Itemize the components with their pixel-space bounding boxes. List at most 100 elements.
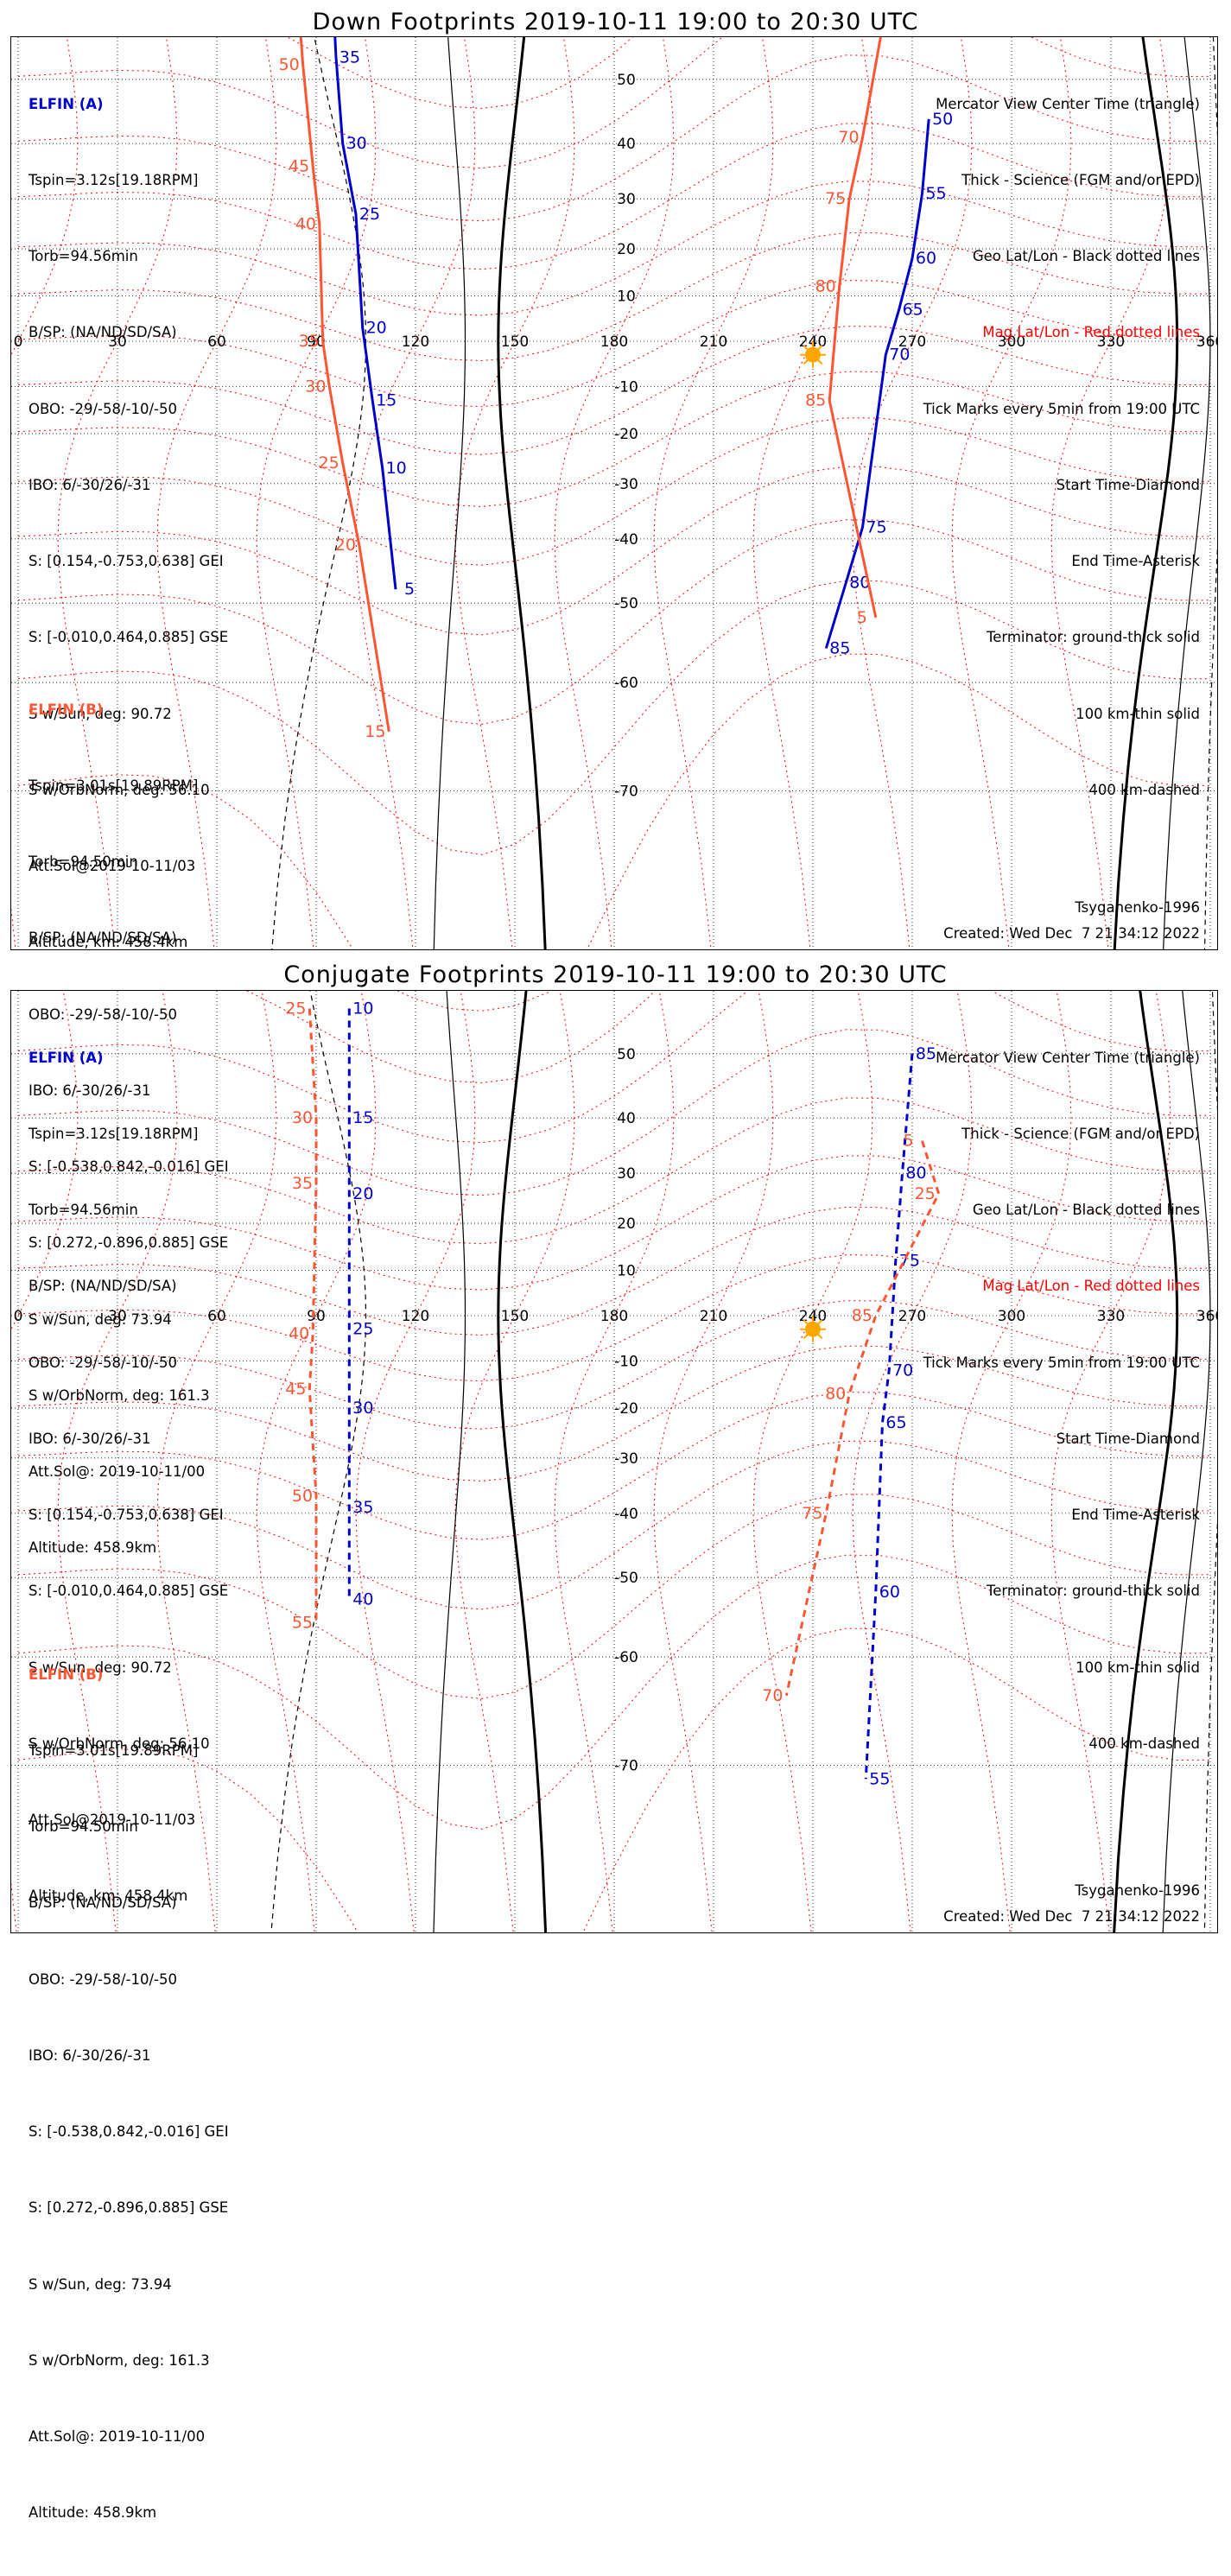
track-tick-label: 65 (885, 1413, 906, 1432)
y-tick-label: -20 (614, 426, 638, 443)
info-line: S w/OrbNorm, deg: 161.3 (29, 2351, 210, 2369)
mag-parallel (17, 1440, 1211, 1610)
info-line: S: [-0.538,0.842,-0.016] GEI (29, 2123, 229, 2141)
y-tick-label: -40 (614, 531, 638, 549)
info-line: Att.Sol@2019-10-11/03 (29, 1811, 196, 1828)
mag-meridian (653, 37, 774, 949)
sun-disk (805, 1321, 821, 1337)
info-line: Torb=94.56min (29, 248, 138, 265)
map-frame-down: 0306090120150180210240270300330360706050… (10, 36, 1218, 1556)
info-line: OBO: -29/-58/-10/-50 (29, 1970, 177, 1988)
x-tick-label: 90 (307, 1308, 326, 1325)
x-tick-label: 270 (898, 1308, 926, 1325)
track-tick-label: 35 (339, 48, 360, 67)
legend-line: Geo Lat/Lon - Black dotted lines (972, 248, 1200, 265)
mag-parallel (17, 991, 1211, 1144)
info-line: S w/OrbNorm, deg: 161.3 (29, 1386, 210, 1404)
mag-meridian (156, 37, 277, 949)
model-label: Tsyganenko-1996 (1075, 899, 1200, 916)
track-tick-label: 80 (849, 573, 870, 592)
elfin-b-title: ELFIN (B) (29, 1666, 104, 1683)
legend-line: Thick - Science (FGM and/or EPD) (961, 172, 1200, 189)
x-tick-label: 330 (1097, 333, 1125, 351)
info-line: Att.Sol@: 2019-10-11/00 (29, 2428, 206, 2445)
info-line: S w/Sun, deg: 90.72 (29, 705, 172, 722)
y-tick-label: -70 (614, 784, 638, 801)
legend-line: Terminator: ground-thick solid (986, 629, 1200, 646)
mag-meridian (355, 991, 476, 1932)
sun-ray (816, 1319, 823, 1325)
track-tick-label: 70 (838, 128, 859, 147)
terminator-100km (433, 37, 466, 949)
legend-line: Start Time-Diamond (1056, 1430, 1200, 1447)
track-tick-label: 80 (905, 1164, 926, 1183)
info-line: B/SP: (NA/ND/SD/SA) (29, 930, 177, 947)
track-tick-label: 40 (352, 1589, 373, 1608)
x-tick-label: 210 (700, 333, 727, 351)
x-tick-label: 120 (402, 333, 429, 351)
x-tick-label: 0 (14, 1308, 23, 1325)
legend-line: Tick Marks every 5min from 19:00 UTC (923, 1354, 1200, 1371)
track-tick-label: 15 (365, 722, 385, 741)
info-line: OBO: -29/-58/-10/-50 (29, 1006, 177, 1023)
elfin-a-title: ELFIN (A) (29, 1049, 104, 1066)
terminator-100km (433, 991, 466, 1932)
y-tick-label: 20 (617, 241, 636, 258)
track-tick-label: 70 (889, 346, 910, 365)
info-line: S: [0.154,-0.753,0.638] GEI (29, 1507, 224, 1524)
sun-ray (816, 1333, 823, 1340)
y-tick-label: -30 (614, 476, 638, 493)
sun-ray (803, 345, 809, 351)
info-line: B/SP: (NA/ND/SD/SA) (29, 324, 177, 341)
info-line: Tspin=3.01s[19.89RPM] (29, 1742, 199, 1760)
x-tick-label: 180 (600, 333, 628, 351)
terminator-line (497, 37, 547, 949)
info-line: OBO: -29/-58/-10/-50 (29, 400, 177, 417)
track-tick-label: 75 (825, 189, 846, 208)
footprint-track (308, 1008, 318, 1623)
info-line: B/SP: (NA/ND/SD/SA) (29, 1278, 177, 1295)
track-tick-label: 5 (857, 608, 867, 627)
track-tick-label: 20 (366, 318, 387, 337)
elfin-a-info: ELFIN (A) Tspin=3.12s[19.18RPM] Torb=94.… (29, 994, 228, 1959)
track-tick-label: 85 (805, 391, 826, 410)
track-tick-label: 10 (386, 459, 407, 478)
info-line: Att.Sol@2019-10-11/03 (29, 858, 196, 874)
info-line: S: [0.272,-0.896,0.885] GSE (29, 2199, 229, 2217)
mag-meridian (653, 991, 774, 1932)
footprint-track (299, 37, 390, 733)
legend: Mercator View Center Time (triangle) Thi… (923, 41, 1200, 853)
y-tick-label: 50 (617, 72, 636, 89)
mag-meridian (752, 37, 873, 949)
mag-meridian (852, 991, 973, 1932)
terminator-line (1113, 37, 1179, 949)
track-tick-label: 45 (289, 157, 309, 176)
info-line: S: [-0.010,0.464,0.885] GSE (29, 629, 229, 646)
track-tick-label: 15 (376, 391, 397, 410)
mag-meridian (852, 37, 973, 949)
track-tick-label: 50 (279, 55, 300, 74)
x-tick-label: 60 (207, 1308, 226, 1325)
x-tick-label: 0 (14, 333, 23, 351)
x-tick-label: 120 (402, 1308, 429, 1325)
mag-meridian (454, 991, 575, 1932)
geo-grid (11, 991, 1217, 1932)
info-line: S w/Sun, deg: 73.94 (29, 2275, 172, 2293)
track-tick-label: 20 (335, 536, 356, 555)
track-tick-label: 50 (292, 1487, 313, 1506)
mag-meridian (1050, 37, 1171, 949)
info-line: IBO: 6/-30/26/-31 (29, 1430, 151, 1447)
y-tick-label: -40 (614, 1506, 638, 1523)
y-tick-label: -10 (614, 379, 638, 397)
info-line: B/SP: (NA/ND/SD/SA) (29, 1894, 177, 1912)
track-tick-label: 40 (289, 1324, 309, 1343)
x-tick-label: 150 (501, 333, 529, 351)
sun-ray (803, 358, 809, 365)
y-tick-label: 30 (617, 1165, 636, 1183)
legend-line: 400 km-dashed (1088, 781, 1200, 798)
created-label: Created: Wed Dec 7 21:34:12 2022 (943, 1908, 1200, 1925)
x-tick-label: 60 (207, 333, 226, 351)
info-line: Altitude, km: 458.4km (29, 934, 188, 951)
track-tick-label: 80 (815, 277, 836, 296)
info-line: S: [-0.010,0.464,0.885] GSE (29, 1583, 229, 1600)
